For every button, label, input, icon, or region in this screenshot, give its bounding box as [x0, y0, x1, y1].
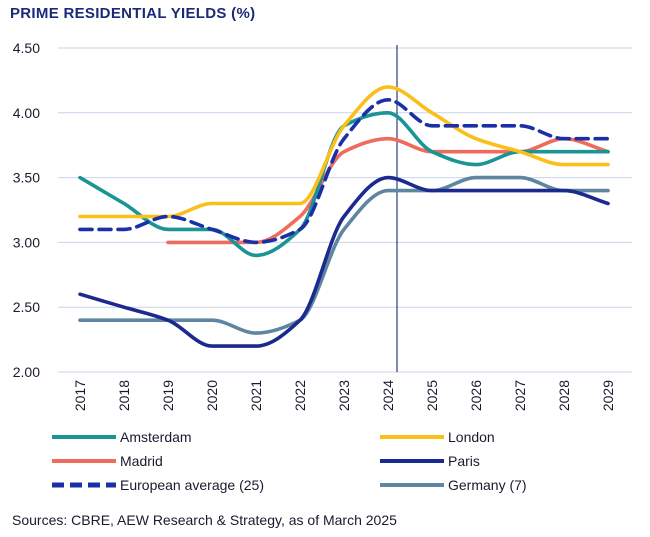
series-lines — [78, 85, 610, 348]
x-tick-label: 2027 — [512, 380, 528, 411]
x-tick-label: 2029 — [600, 380, 616, 411]
x-tick-label: 2026 — [468, 380, 484, 411]
series-line-paris — [78, 175, 610, 348]
x-tick-label: 2018 — [116, 380, 132, 411]
legend-label: Germany (7) — [448, 477, 527, 493]
x-tick-label: 2023 — [336, 380, 352, 411]
y-tick-label: 3.00 — [13, 234, 40, 250]
y-tick-label: 2.50 — [13, 299, 40, 315]
gridlines — [58, 47, 632, 373]
y-axis-ticks: 2.00 2.50 3.00 3.50 4.00 4.50 — [13, 40, 40, 380]
legend: Amsterdam London Madrid Paris European avera… — [52, 429, 527, 493]
x-tick-label: 2021 — [248, 380, 264, 411]
y-tick-label: 3.50 — [13, 170, 40, 186]
y-tick-label: 4.00 — [13, 105, 40, 121]
series-line-european-average-25 — [78, 98, 610, 245]
chart-title: PRIME RESIDENTIAL YIELDS (%) — [10, 5, 255, 22]
y-tick-label: 2.00 — [13, 364, 40, 380]
x-tick-label: 2019 — [160, 380, 176, 411]
series-line-germany-7 — [78, 175, 610, 335]
x-axis-ticks: 2017 2018 2019 2020 2021 2022 2023 2024 2025 2026… — [72, 380, 616, 411]
x-tick-label: 2022 — [292, 380, 308, 411]
source-note: Sources: CBRE, AEW Research & Strategy, … — [12, 512, 397, 528]
x-tick-label: 2017 — [72, 380, 88, 411]
y-tick-label: 4.50 — [13, 40, 40, 56]
legend-label: Amsterdam — [120, 429, 192, 445]
x-tick-label: 2025 — [424, 380, 440, 411]
series-line-london — [78, 85, 610, 219]
legend-label: Paris — [448, 453, 480, 469]
x-tick-label: 2024 — [380, 380, 396, 411]
legend-label: London — [448, 429, 495, 445]
x-tick-label: 2020 — [204, 380, 220, 411]
x-tick-label: 2028 — [556, 380, 572, 411]
legend-label: European average (25) — [120, 477, 264, 493]
series-line-amsterdam — [78, 111, 610, 258]
legend-label: Madrid — [120, 453, 163, 469]
